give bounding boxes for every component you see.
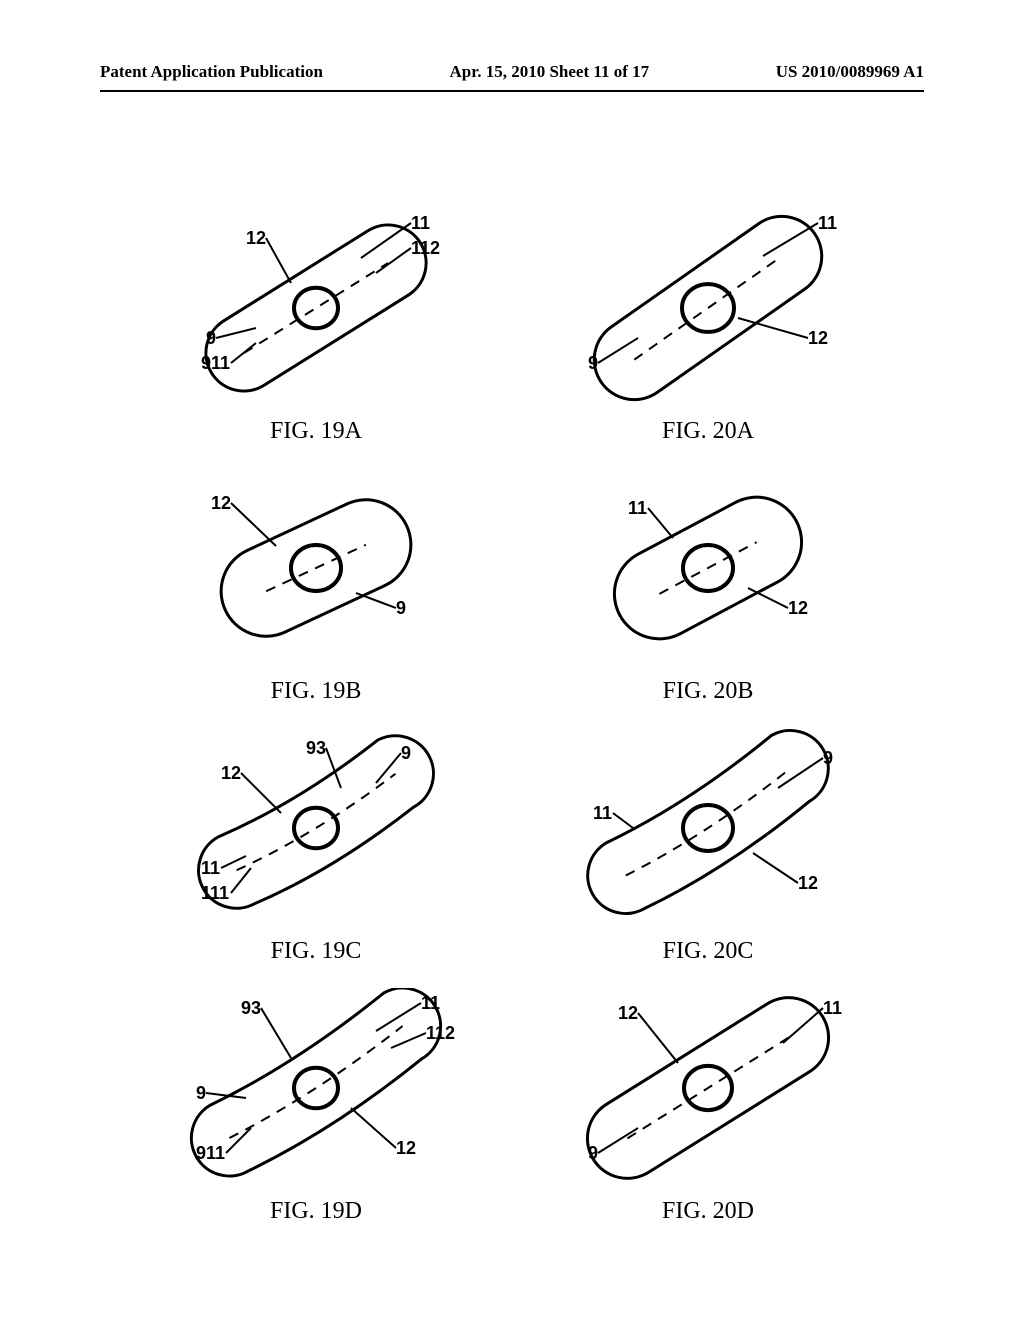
figure-grid: 12111129911FIG. 19A11129FIG. 20A129FIG. … — [120, 185, 904, 1225]
drawing-19C: 9391211111 — [146, 728, 486, 928]
ref-label-12: 12 — [211, 493, 231, 514]
patent-header: Patent Application Publication Apr. 15, … — [0, 62, 1024, 82]
ref-label-12: 12 — [246, 228, 266, 249]
ref-label-911: 911 — [201, 353, 230, 374]
figure-cell-19A: 12 11 112 9 911 FIG. 19A — [120, 185, 512, 445]
figure-cell-20D: 12 11 9 FIG. 20D — [512, 965, 904, 1225]
figure-cell-19B: 12 9 FIG. 19B — [120, 445, 512, 705]
header-right: US 2010/0089969 A1 — [776, 62, 924, 82]
header-center: Apr. 15, 2010 Sheet 11 of 17 — [450, 62, 650, 82]
ref-label-112: 112 — [411, 238, 440, 259]
drawing-19D: 93 11 112 9 911 12 — [146, 988, 486, 1188]
figure-cell-20A: 11 12 9 FIG. 20A — [512, 185, 904, 445]
ref-label-9: 9 — [401, 743, 411, 764]
ref-label-12: 12 — [221, 763, 241, 784]
figure-label-20D: FIG. 20D — [662, 1198, 754, 1225]
ref-label-11: 11 — [818, 213, 837, 234]
ref-label-911: 911 — [196, 1143, 225, 1164]
figure-label-20C: FIG. 20C — [663, 938, 754, 965]
ref-label-11: 11 — [201, 858, 220, 879]
figure-label-19C: FIG. 19C — [271, 938, 362, 965]
ref-label-12: 12 — [396, 1138, 416, 1159]
header-left: Patent Application Publication — [100, 62, 323, 82]
header-rule — [100, 90, 924, 92]
figure-label-19B: FIG. 19B — [271, 678, 362, 705]
figure-label-19A: FIG. 19A — [270, 418, 362, 445]
ref-label-11: 11 — [421, 993, 440, 1014]
ref-label-11: 11 — [411, 213, 430, 234]
ref-label-9: 9 — [196, 1083, 206, 1104]
drawing-20D: 12 11 9 — [538, 988, 878, 1188]
figure-label-20B: FIG. 20B — [663, 678, 754, 705]
ref-label-9: 9 — [588, 353, 598, 374]
figure-label-20A: FIG. 20A — [662, 418, 754, 445]
ref-label-93: 93 — [306, 738, 326, 759]
ref-label-9: 9 — [823, 748, 833, 769]
drawing-20B: 11 12 — [538, 468, 878, 668]
figure-cell-20B: 11 12 FIG. 20B — [512, 445, 904, 705]
ref-label-12: 12 — [798, 873, 818, 894]
ref-label-93: 93 — [241, 998, 261, 1019]
ref-label-9: 9 — [396, 598, 406, 619]
ref-label-11: 11 — [593, 803, 612, 824]
ref-label-11: 11 — [823, 998, 842, 1019]
ref-label-9: 9 — [588, 1143, 598, 1164]
ref-label-12: 12 — [618, 1003, 638, 1024]
drawing-20C: 11 9 12 — [538, 728, 878, 928]
drawing-19B: 12 9 — [146, 468, 486, 668]
ref-label-12: 12 — [808, 328, 828, 349]
figure-label-19D: FIG. 19D — [270, 1198, 362, 1225]
ref-label-111: 111 — [201, 883, 229, 904]
figure-cell-20C: 11 9 12 FIG. 20C — [512, 705, 904, 965]
ref-label-12: 12 — [788, 598, 808, 619]
drawing-20A: 11 12 9 — [538, 208, 878, 408]
ref-label-112: 112 — [426, 1023, 455, 1044]
figure-cell-19C: 9391211111FIG. 19C — [120, 705, 512, 965]
ref-label-9: 9 — [206, 328, 216, 349]
drawing-19A: 12 11 112 9 911 — [146, 208, 486, 408]
ref-label-11: 11 — [628, 498, 647, 519]
figure-cell-19D: 93 11 112 9 911 12 FIG. 19D — [120, 965, 512, 1225]
